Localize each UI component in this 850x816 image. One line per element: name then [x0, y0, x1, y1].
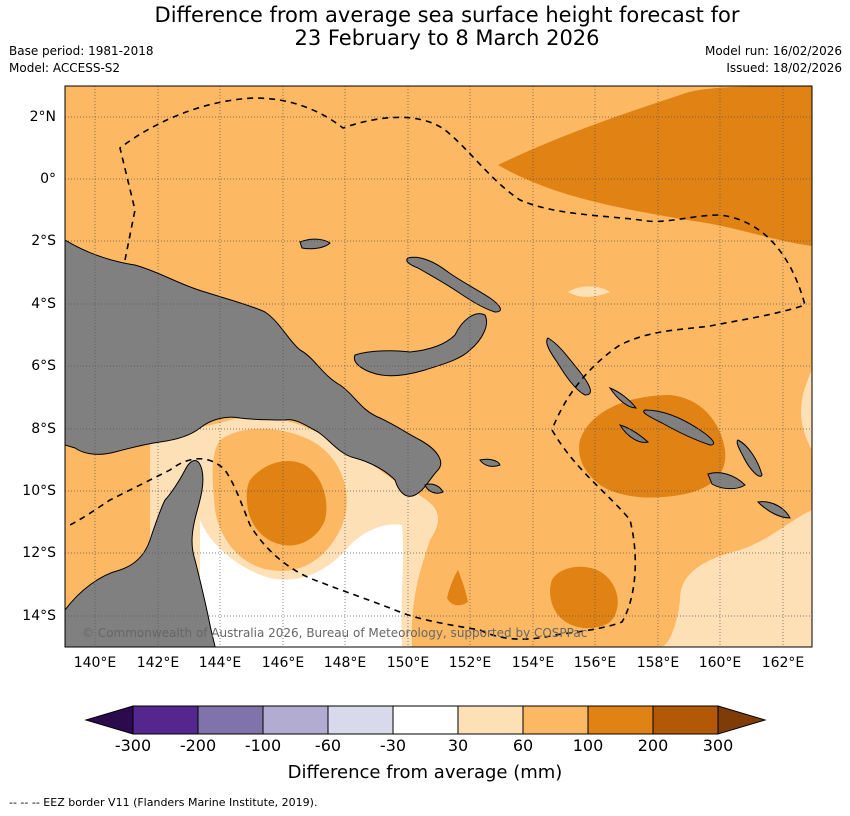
lon-label: 144°E [199, 655, 242, 671]
colorbar-title: Difference from average (mm) [288, 762, 563, 783]
lat-label: 8°S [31, 421, 56, 437]
colorbar-tick-label: 100 [573, 736, 604, 755]
santa-isabel [643, 409, 715, 446]
sea-band-30-60-patch [568, 286, 610, 297]
lon-label: 162°E [762, 655, 805, 671]
colorbar-segment [262, 705, 329, 735]
colorbar-tick-label: 200 [638, 736, 669, 755]
manus-island [299, 238, 331, 250]
map-title-line1: Difference from average sea surface heig… [154, 3, 740, 27]
colorbar: -300 -200 -100 -60 -30 30 60 100 200 300… [84, 705, 767, 783]
lon-label: 158°E [637, 655, 680, 671]
eez-png [69, 97, 806, 640]
colorbar-tick-label: -30 [380, 736, 406, 755]
sea-band-100-200-gulf [246, 460, 327, 546]
sea-band-100-200-southeast [550, 566, 618, 629]
eez-footnote: -- -- -- EEZ border V11 (Flanders Marine… [9, 796, 318, 809]
lat-label: 6°S [31, 358, 56, 374]
lon-label: 160°E [699, 655, 742, 671]
sea-band-100-200-coral [447, 570, 468, 606]
colorbar-tick-label: 60 [513, 736, 533, 755]
sea-band-30-60-southeast [660, 510, 812, 647]
lon-label: 140°E [74, 655, 117, 671]
choiseul [608, 386, 638, 409]
malaita [736, 439, 763, 477]
sea-band-30-60-small [676, 629, 712, 645]
makira [756, 501, 791, 519]
new-ireland [406, 256, 501, 313]
sea-band-30-60-east [801, 370, 812, 450]
lat-label: 0° [40, 171, 56, 187]
lat-label: 14°S [22, 608, 56, 624]
bougainville [546, 337, 591, 396]
lon-label: 156°E [574, 655, 617, 671]
guadalcanal [707, 472, 746, 490]
map-title-line2: 23 February to 8 March 2026 [294, 26, 600, 50]
lat-label: 2°N [30, 109, 56, 125]
sea-band-100-200-solomons [579, 395, 726, 498]
colorbar-max-arrow [717, 705, 767, 735]
new-britain [353, 313, 487, 377]
sea-band-100-200-north [498, 86, 812, 246]
lat-label: 12°S [22, 545, 56, 561]
colorbar-tick-label: -60 [315, 736, 341, 755]
colorbar-segment [132, 705, 199, 735]
louisiade [479, 458, 501, 467]
lon-label: 148°E [324, 655, 367, 671]
longitude-labels: 140°E 142°E 144°E 146°E 148°E 150°E 152°… [74, 655, 805, 671]
lat-label: 4°S [31, 296, 56, 312]
colorbar-tick-label: -100 [245, 736, 281, 755]
sea-band-neutral [200, 520, 403, 647]
colorbar-segment [197, 705, 264, 735]
colorbar-tick-label: -200 [180, 736, 216, 755]
colorbar-segment [457, 705, 524, 735]
map-frame [64, 85, 813, 648]
colorbar-segment [652, 705, 719, 735]
lon-label: 154°E [512, 655, 555, 671]
model-run-text: Model run: 16/02/2026 [704, 44, 842, 58]
colorbar-tick-label: 30 [448, 736, 468, 755]
model-text: Model: ACCESS-S2 [9, 61, 121, 75]
colorbar-segment [392, 705, 459, 735]
colorbar-segment [327, 705, 394, 735]
eez-borders [69, 97, 806, 640]
colorbar-segment [522, 705, 589, 735]
copyright-text: © Commonwealth of Australia 2026, Bureau… [82, 626, 587, 640]
lat-label: 2°S [31, 233, 56, 249]
cape-york [65, 460, 216, 647]
colorbar-tick-label: 300 [703, 736, 734, 755]
lat-label: 10°S [22, 483, 56, 499]
lon-label: 150°E [387, 655, 430, 671]
colorbar-segment [587, 705, 654, 735]
graticule [65, 86, 812, 647]
lon-label: 142°E [137, 655, 180, 671]
lon-label: 146°E [262, 655, 305, 671]
latitude-labels: 2°N 0° 2°S 4°S 6°S 8°S 10°S 12°S 14°S [22, 109, 56, 624]
base-period-text: Base period: 1981-2018 [9, 44, 154, 58]
colorbar-min-arrow [84, 705, 134, 735]
lon-label: 152°E [449, 655, 492, 671]
map-area: © Commonwealth of Australia 2026, Bureau… [65, 86, 812, 647]
issued-text: Issued: 18/02/2026 [726, 61, 842, 75]
dentrecasteaux [424, 483, 444, 494]
colorbar-tick-label: -300 [115, 736, 151, 755]
